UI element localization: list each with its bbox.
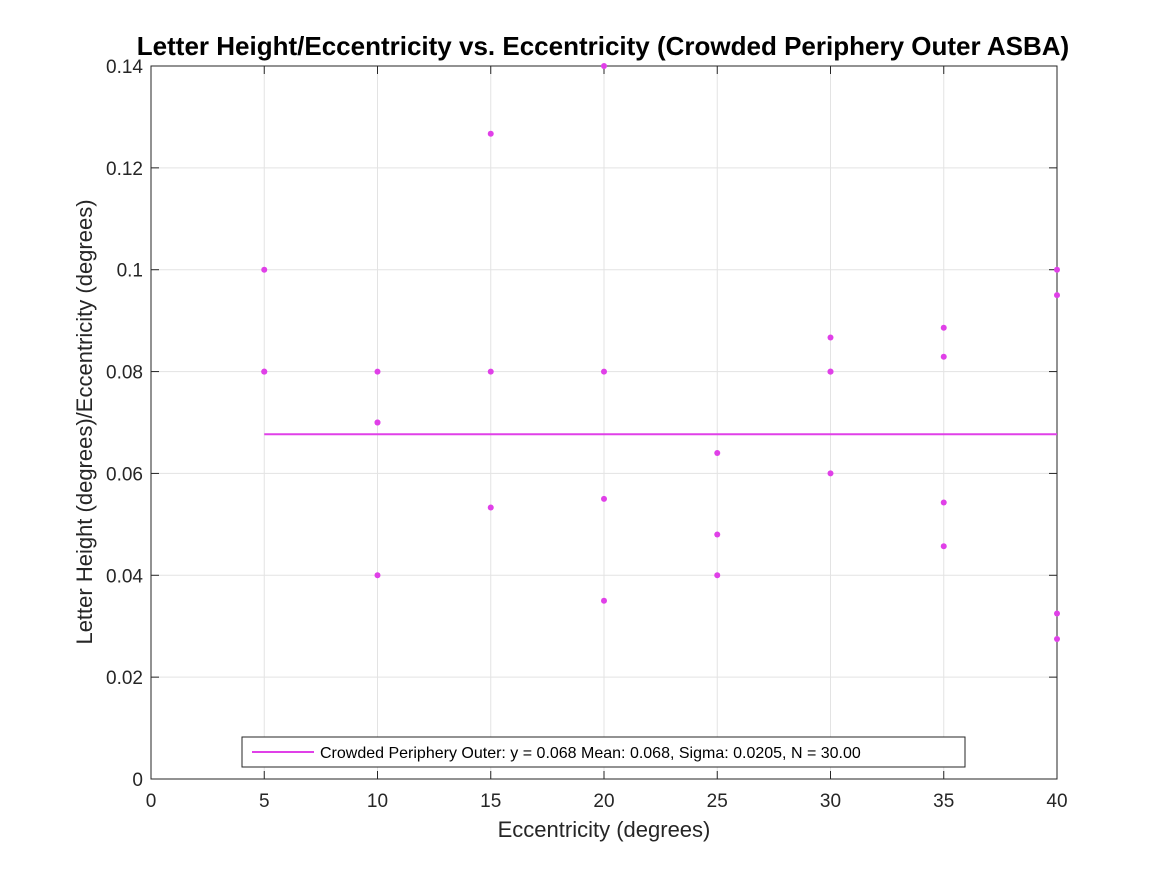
point-layer <box>261 63 1060 642</box>
data-point <box>714 450 721 457</box>
data-point <box>1054 266 1060 273</box>
data-point <box>487 368 494 375</box>
x-tick-label: 0 <box>146 791 157 812</box>
data-point <box>940 543 947 550</box>
x-tick-label: 20 <box>593 791 614 812</box>
legend-box <box>241 736 966 768</box>
tick-layer: 0 5 10 15 20 25 30 35 40 0 0.02 0.04 0.06 0.08 0.1 0.12… <box>106 57 1068 812</box>
x-tick-label: 10 <box>367 791 388 812</box>
data-point <box>487 130 494 137</box>
data-point <box>827 470 834 477</box>
data-point <box>714 572 721 579</box>
x-tick-label: 25 <box>707 791 728 812</box>
x-tick-label: 15 <box>480 791 501 812</box>
data-point <box>601 63 607 69</box>
legend-entry: Crowded Periphery Outer: y = 0.068 Mean:… <box>320 745 861 762</box>
y-tick-label: 0.12 <box>106 159 143 180</box>
y-tick-label: 0.1 <box>117 261 143 282</box>
data-point <box>940 324 947 331</box>
data-point <box>601 597 607 604</box>
data-point <box>601 368 607 375</box>
data-point <box>601 495 607 502</box>
data-point <box>1054 610 1060 617</box>
data-point <box>374 572 381 579</box>
x-tick-label: 35 <box>933 791 954 812</box>
data-point <box>940 499 947 506</box>
data-point <box>487 504 494 511</box>
y-tick-label: 0 <box>132 770 143 791</box>
data-point <box>714 531 721 538</box>
data-point <box>261 266 268 273</box>
grid-layer <box>150 65 1058 780</box>
y-tick-label: 0.02 <box>106 668 143 689</box>
y-tick-label: 0.14 <box>106 57 143 78</box>
data-point <box>374 419 381 426</box>
x-tick-label: 40 <box>1046 791 1067 812</box>
y-tick-label: 0.08 <box>106 363 143 384</box>
data-point <box>374 368 381 375</box>
data-point <box>261 368 268 375</box>
legend: Crowded Periphery Outer: y = 0.068 Mean:… <box>241 736 966 768</box>
data-point <box>940 353 947 360</box>
y-tick-label: 0.04 <box>106 566 143 587</box>
data-point <box>827 334 834 341</box>
x-tick-label: 5 <box>259 791 270 812</box>
y-axis-label: Letter Height (degrees)/Eccentricity (de… <box>72 199 97 644</box>
chart-title: Letter Height/Eccentricity vs. Eccentric… <box>137 31 1069 61</box>
x-axis-label: Eccentricity (degrees) <box>498 817 711 842</box>
x-tick-label: 30 <box>820 791 841 812</box>
data-point <box>1054 635 1060 642</box>
y-tick-label: 0.06 <box>106 464 143 485</box>
data-point <box>1054 292 1060 299</box>
data-point <box>827 368 834 375</box>
